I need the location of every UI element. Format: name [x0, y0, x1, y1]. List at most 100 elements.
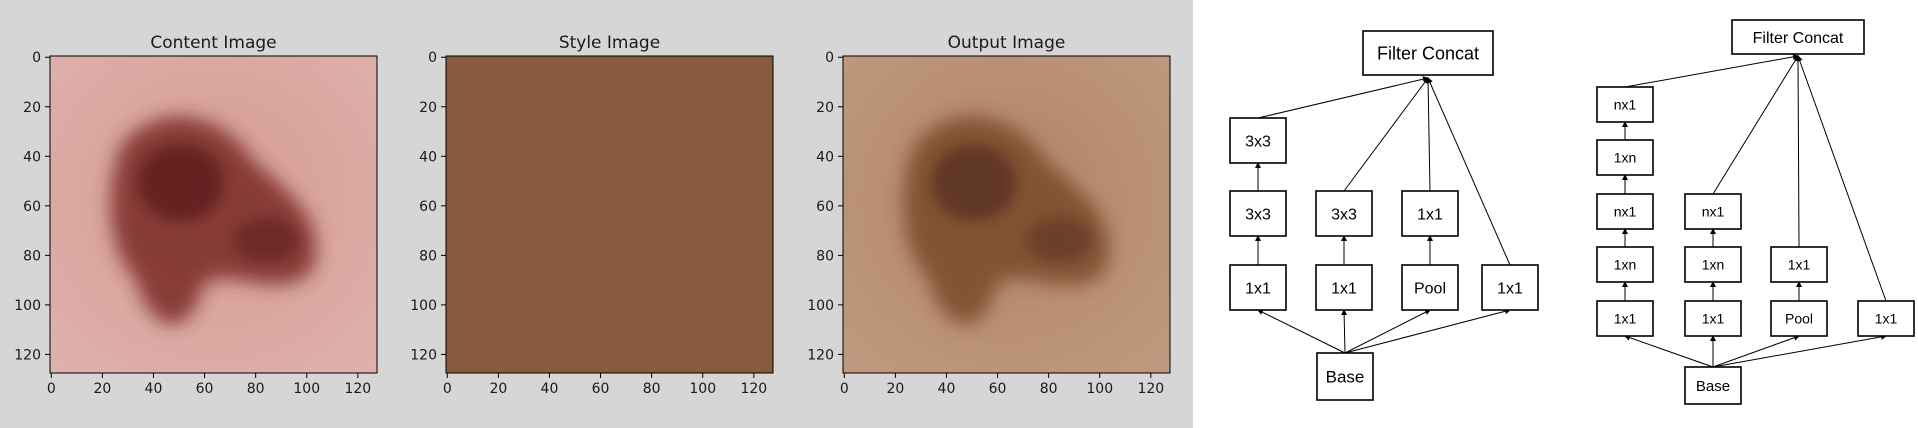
- filter-concat-box: Filter Concat: [1731, 19, 1865, 55]
- y-tick-label: 0: [32, 50, 41, 66]
- op-box: 1x1: [1229, 264, 1287, 311]
- op-box: 3x3: [1229, 117, 1287, 164]
- x-tick-label: 0: [443, 381, 452, 397]
- op-box: nx1: [1596, 86, 1654, 123]
- lesion-core: [138, 144, 224, 221]
- filter-concat-box: Filter Concat: [1362, 30, 1494, 76]
- box-label: nx1: [1614, 204, 1637, 220]
- y-tick-label: 80: [23, 248, 41, 264]
- lesion-core: [1026, 217, 1092, 263]
- x-tick-label: 60: [196, 381, 214, 397]
- op-box: 3x3: [1315, 190, 1373, 237]
- inception-diagrams: Filter Concat Base 1x1 3x3 3x3 1x1 3x3 Pool 1x1 1…: [1229, 19, 1915, 405]
- edge-arrow: [1712, 334, 1800, 368]
- edge-arrow: [1796, 55, 1887, 302]
- plot-image: [843, 56, 1170, 373]
- box-label: 1x1: [1417, 206, 1443, 223]
- box-label: Filter Concat: [1753, 30, 1844, 47]
- box-label: Filter Concat: [1377, 43, 1479, 63]
- x-tick-label: 120: [1137, 381, 1164, 397]
- box-label: 1xn: [1614, 257, 1637, 273]
- op-box: 1xn: [1596, 139, 1654, 176]
- box-label: Pool: [1785, 311, 1813, 327]
- edge-arrow: [1795, 55, 1802, 248]
- op-box: 1x1: [1481, 264, 1539, 311]
- box-label: 3x3: [1245, 206, 1271, 223]
- box-label: 1x1: [1788, 257, 1811, 273]
- op-box: 1x1: [1596, 300, 1654, 337]
- edge-arrow: [1257, 76, 1429, 119]
- op-box: 1x1: [1315, 264, 1373, 311]
- plot-title: Style Image: [559, 33, 660, 53]
- x-tick-label: 0: [47, 381, 56, 397]
- op-box: Pool: [1770, 300, 1828, 337]
- x-tick-label: 20: [886, 381, 904, 397]
- x-tick-label: 80: [247, 381, 265, 397]
- y-tick-label: 120: [807, 347, 834, 363]
- plot-image: [50, 56, 377, 373]
- box-label: Base: [1326, 368, 1365, 387]
- box-label: 1x1: [1331, 280, 1357, 297]
- y-tick-label: 20: [816, 100, 834, 116]
- y-tick-label: 60: [23, 199, 41, 215]
- style-swatch: [446, 56, 773, 373]
- edge-arrow: [1343, 77, 1429, 192]
- lesion-core: [233, 217, 299, 263]
- base-box: Base: [1316, 352, 1374, 401]
- plot-style: Style Image 0 20 40 60 80 100 120 0 20 40 60 80 100 12…: [410, 33, 774, 397]
- box-label: 1xn: [1702, 257, 1725, 273]
- op-box: 1x1: [1857, 300, 1915, 337]
- y-tick-label: 100: [14, 298, 41, 314]
- x-tick-label: 40: [541, 381, 559, 397]
- x-tick-label: 100: [293, 381, 320, 397]
- plot-content: Content Image 0 20 40 60 80 100 120 0 20 40 60 80 100…: [14, 33, 378, 397]
- op-box: 1x1: [1770, 246, 1828, 283]
- y-tick-label: 60: [419, 199, 437, 215]
- op-box: 1x1: [1401, 190, 1459, 237]
- diagram-inception-1xn: Filter Concat Base 1x1 1xn nx1 1xn nx1 1x1 1xn nx…: [1596, 19, 1915, 405]
- x-tick-label: 40: [938, 381, 956, 397]
- x-tick-label: 60: [989, 381, 1007, 397]
- edge-arrow: [1712, 55, 1799, 195]
- plot-frame: [842, 55, 1171, 374]
- edge-arrow: [1341, 309, 1348, 354]
- plot-output: Output Image 0 20 40 60 80 100 120 0 20 40 60 80 100 1…: [807, 33, 1171, 397]
- y-tick-label: 80: [419, 248, 437, 264]
- edge-arrow: [1624, 53, 1799, 88]
- plot-image: [446, 56, 773, 373]
- op-box: 1xn: [1596, 246, 1654, 283]
- y-tick-label: 20: [419, 100, 437, 116]
- y-tick-label: 60: [816, 199, 834, 215]
- op-box: 1xn: [1684, 246, 1742, 283]
- box-label: 1x1: [1875, 311, 1898, 327]
- box-label: nx1: [1614, 97, 1637, 113]
- y-tick-label: 20: [23, 100, 41, 116]
- box-label: nx1: [1702, 204, 1725, 220]
- op-box: 1x1: [1684, 300, 1742, 337]
- plot-frame: [445, 55, 774, 374]
- edge-arrow: [1344, 308, 1511, 354]
- x-tick-label: 100: [1086, 381, 1113, 397]
- plot-frame: [49, 55, 378, 374]
- diagram-inception-3x3: Filter Concat Base 1x1 3x3 3x3 1x1 3x3 Pool 1x1 1…: [1229, 30, 1539, 401]
- op-box: nx1: [1684, 193, 1742, 230]
- x-tick-label: 0: [840, 381, 849, 397]
- edge-arrow: [1427, 77, 1511, 266]
- box-label: 1x1: [1245, 280, 1271, 297]
- box-label: 1x1: [1497, 280, 1523, 297]
- edge-arrow: [1712, 333, 1887, 368]
- plot-title: Content Image: [150, 33, 276, 53]
- x-tick-label: 120: [344, 381, 371, 397]
- box-label: 3x3: [1331, 206, 1357, 223]
- op-box: 3x3: [1229, 190, 1287, 237]
- y-tick-label: 40: [419, 149, 437, 165]
- x-tick-label: 80: [1040, 381, 1058, 397]
- op-box: nx1: [1596, 193, 1654, 230]
- x-tick-label: 40: [145, 381, 163, 397]
- y-tick-label: 40: [816, 149, 834, 165]
- x-tick-label: 80: [643, 381, 661, 397]
- op-box: Pool: [1401, 264, 1459, 311]
- box-label: 1x1: [1702, 311, 1725, 327]
